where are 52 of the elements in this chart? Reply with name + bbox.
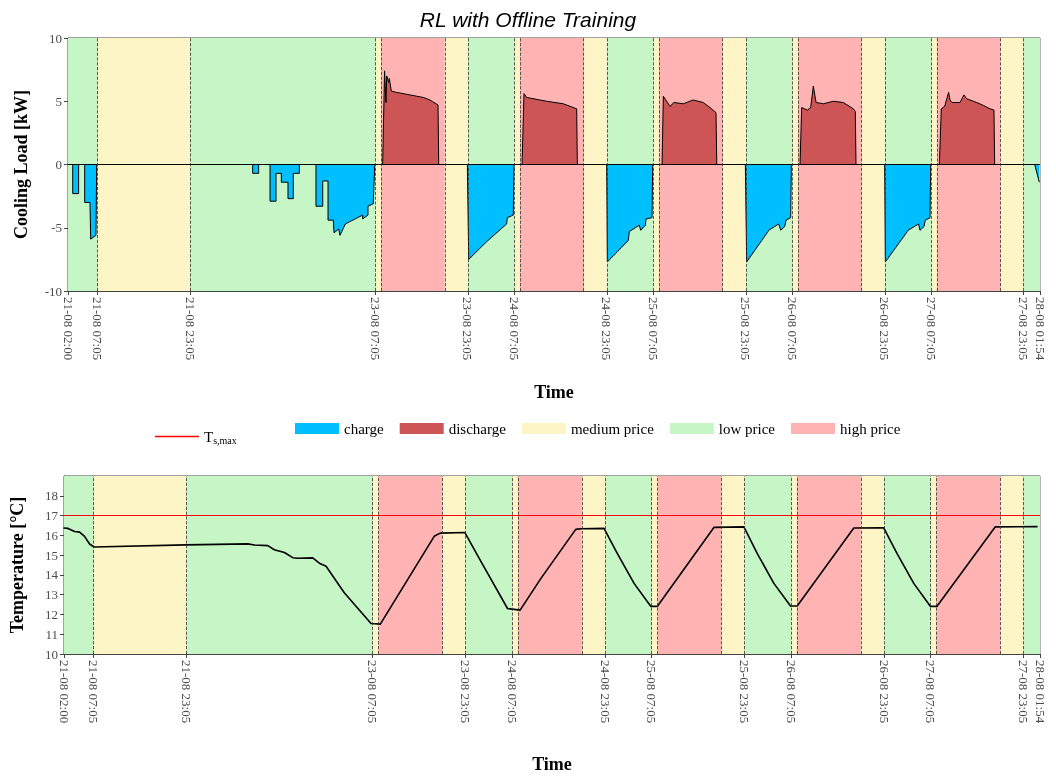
x-tick-label: 25-08 23:05 [737,660,753,724]
chart-title: RL with Offline Training [419,8,637,31]
legend-label: charge [344,420,385,437]
y-tick-label: 14 [45,567,59,583]
x-tick-label: 28-08 01:54 [1032,660,1048,724]
y-tick-label: 11 [45,626,58,642]
y-tick-label: 13 [45,587,58,603]
x-tick-label: 23-08 23:05 [458,660,474,724]
x-tick-label: 27-08 23:05 [1016,660,1032,724]
x-tick-label: 21-08 07:05 [89,297,105,361]
x-tick-label: 25-08 23:05 [738,297,754,361]
x-tick-label: 26-08 23:05 [876,660,892,724]
y-tick-label: 0 [55,157,62,172]
legend-label: low price [718,420,776,437]
y-tick-label: 10 [45,646,58,662]
y-tick-label: 17 [45,508,59,524]
y-tick-label: 16 [45,527,59,543]
x-tick-label: 26-08 07:05 [783,660,799,724]
x-tick-label: 25-08 07:05 [645,297,661,361]
x-tick-label: 23-08 23:05 [460,297,476,361]
x-tick-label: 24-08 07:05 [506,297,522,361]
y-tick-label: 15 [45,547,58,563]
x-tick-label: 27-08 07:05 [923,660,939,724]
x-tick-label: 24-08 07:05 [504,660,520,724]
y-tick-label: -5 [51,220,62,236]
x-tick-label: 27-08 07:05 [923,297,939,361]
legend-label: discharge [448,420,507,437]
x-tick-label: 28-08 01:54 [1032,297,1048,361]
x-tick-label: 24-08 23:05 [597,660,613,724]
y-tick-label: 12 [45,606,58,622]
x-tick-label: 26-08 23:05 [877,297,893,361]
y-tick-label: 10 [49,30,62,46]
x-tick-label: 21-08 23:05 [182,297,198,361]
x-tick-label: 24-08 23:05 [599,297,615,361]
x-tick-label: 21-08 02:00 [60,297,76,361]
x-tick-label: 25-08 07:05 [644,660,660,724]
y-tick-label: -10 [44,283,62,299]
y-axis-title: Cooling Load [kW] [11,89,31,240]
legend-label: medium price [570,420,655,437]
y-tick-label: 5 [55,93,62,109]
x-axis-title: Time [534,382,574,402]
x-axis-title: Time [532,754,572,774]
x-tick-label: 23-08 07:05 [365,660,381,724]
x-tick-label: 21-08 23:05 [179,660,195,724]
legend-label: high price [840,420,901,437]
y-tick-label: 18 [45,488,58,504]
y-axis-title: Temperature [°C] [7,496,27,634]
x-tick-label: 21-08 07:05 [86,660,102,724]
x-tick-label: 26-08 07:05 [784,297,800,361]
x-tick-label: 23-08 07:05 [367,297,383,361]
x-tick-label: 27-08 23:05 [1016,297,1032,361]
x-tick-label: 21-08 02:00 [56,660,72,724]
